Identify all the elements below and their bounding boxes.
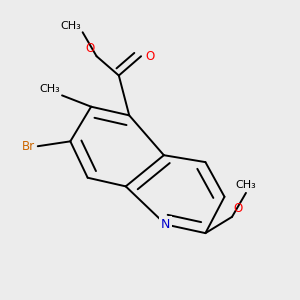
Text: Br: Br [22, 140, 35, 153]
Text: CH₃: CH₃ [40, 84, 60, 94]
Text: N: N [161, 218, 170, 231]
Text: O: O [234, 202, 243, 215]
Text: O: O [145, 50, 154, 63]
Text: O: O [85, 41, 95, 55]
Text: CH₃: CH₃ [236, 180, 256, 190]
Text: CH₃: CH₃ [60, 20, 81, 31]
